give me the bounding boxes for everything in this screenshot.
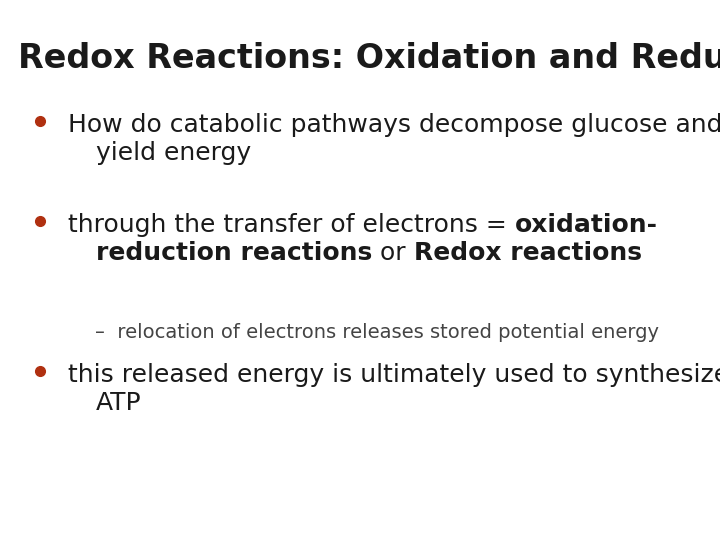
Text: yield energy: yield energy [96, 141, 251, 165]
Text: or: or [372, 241, 414, 265]
Text: this released energy is ultimately used to synthesize: this released energy is ultimately used … [68, 363, 720, 387]
Text: through the transfer of electrons =: through the transfer of electrons = [68, 213, 515, 237]
Text: Redox reactions: Redox reactions [414, 241, 642, 265]
Text: oxidation-: oxidation- [515, 213, 658, 237]
Text: reduction reactions: reduction reactions [96, 241, 372, 265]
Text: How do catabolic pathways decompose glucose and: How do catabolic pathways decompose gluc… [68, 113, 720, 137]
Text: Redox Reactions: Oxidation and Reduction: Redox Reactions: Oxidation and Reduction [18, 42, 720, 75]
Text: ATP: ATP [96, 391, 142, 415]
Text: –  relocation of electrons releases stored potential energy: – relocation of electrons releases store… [95, 323, 659, 342]
